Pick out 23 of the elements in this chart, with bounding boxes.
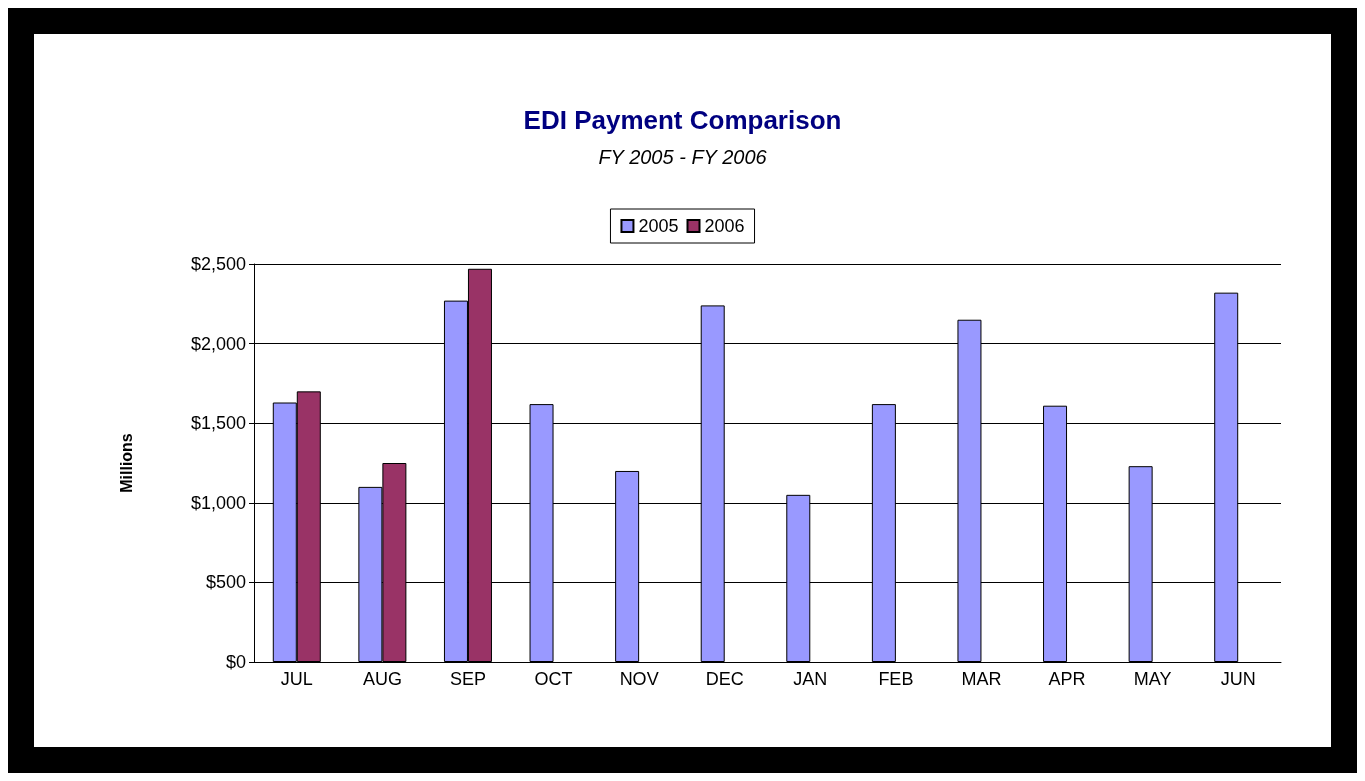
x-tick-label: OCT: [534, 669, 573, 689]
chart-title: EDI Payment Comparison: [523, 105, 842, 135]
y-tick-label: $1,500: [190, 413, 246, 434]
x-tick-label: JAN: [793, 669, 828, 689]
x-tick-label: SEP: [449, 669, 486, 689]
chart-subtitle: FY 2005 - FY 2006: [598, 146, 768, 168]
x-tick-label: APR: [1048, 669, 1086, 689]
x-tick-label: DEC: [705, 669, 744, 689]
x-tick-label: JUN: [1220, 669, 1256, 689]
y-tick-label: $2,000: [190, 333, 246, 354]
x-tick-label: MAY: [1133, 669, 1172, 689]
legend-label: 2006: [704, 216, 745, 236]
x-tick-label: MAR: [961, 669, 1002, 689]
y-tick-label: $500: [205, 572, 246, 593]
y-tick-label: $1,000: [190, 492, 246, 513]
x-tick-label: NOV: [619, 669, 659, 689]
y-axis-title: Millions: [117, 433, 135, 493]
y-tick-label: $2,500: [190, 254, 246, 274]
x-tick-label: JUL: [280, 669, 313, 689]
x-tick-label: AUG: [362, 669, 402, 689]
x-tick-label: FEB: [878, 669, 914, 689]
legend-label: 2005: [638, 216, 679, 236]
y-tick-label: $0: [225, 652, 246, 672]
